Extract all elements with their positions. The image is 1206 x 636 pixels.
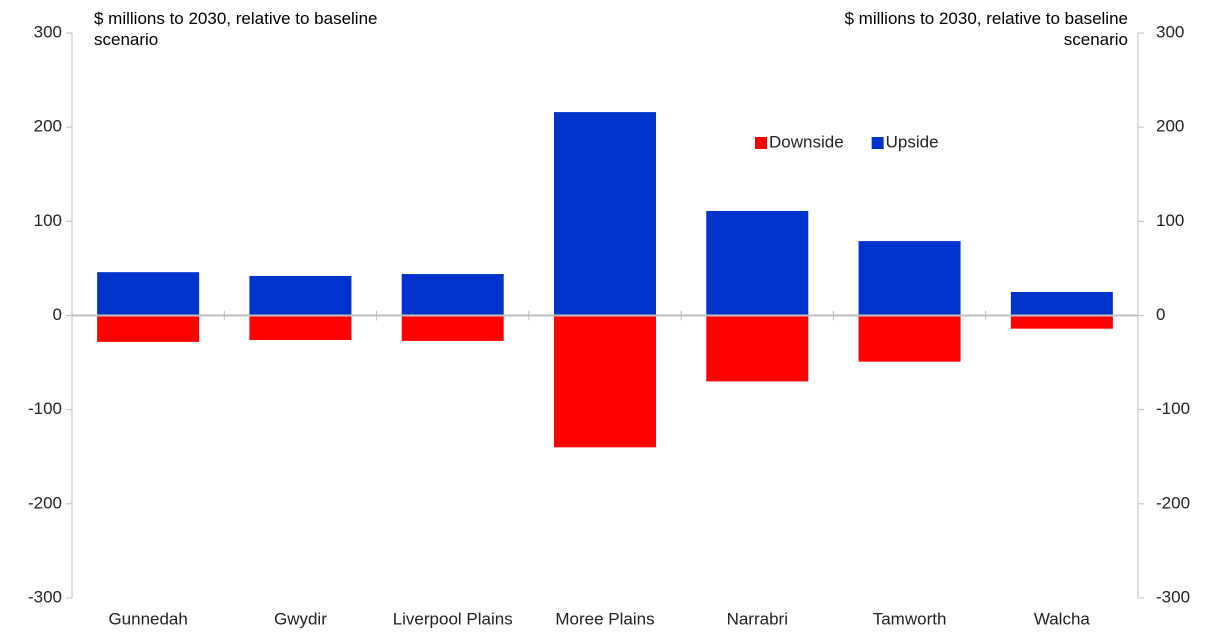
y2-tick-label: -100: [1156, 399, 1190, 418]
y2-tick-label: -200: [1156, 493, 1190, 512]
x-tick-label: Gunnedah: [108, 609, 187, 628]
y-tick-label: 100: [34, 211, 62, 230]
y2-tick-label: 0: [1156, 305, 1165, 324]
bar: [249, 315, 352, 340]
x-tick-label: Gwydir: [274, 609, 327, 628]
legend-label: Upside: [886, 132, 939, 151]
bar: [97, 315, 200, 342]
x-tick-label: Liverpool Plains: [393, 609, 513, 628]
bar: [1010, 291, 1113, 316]
y2-tick-label: 300: [1156, 22, 1184, 41]
y2-tick-label: 100: [1156, 211, 1184, 230]
y2-axis-label: $ millions to 2030, relative to baseline…: [844, 9, 1129, 49]
y-tick-label: 300: [34, 22, 62, 41]
legend-label: Downside: [769, 132, 844, 151]
bar: [554, 315, 656, 448]
y-tick-label: -300: [28, 587, 62, 606]
x-tick-label: Tamworth: [873, 609, 947, 628]
legend-swatch: [755, 137, 767, 149]
y-tick-label: -200: [28, 493, 62, 512]
y2-tick-label: -300: [1156, 587, 1190, 606]
bar: [706, 210, 809, 316]
y-tick-label: -100: [28, 399, 62, 418]
y-tick-label: 200: [34, 117, 62, 136]
x-tick-label: Narrabri: [727, 609, 788, 628]
bar: [1010, 315, 1113, 329]
y-axis-label: $ millions to 2030, relative to baseline…: [94, 9, 378, 49]
x-tick-label: Walcha: [1034, 609, 1091, 628]
bar: [401, 274, 504, 316]
bar: [706, 315, 809, 382]
bar: [554, 112, 656, 316]
y2-tick-label: 200: [1156, 117, 1184, 136]
y-tick-label: 0: [53, 305, 62, 324]
bar: [401, 315, 504, 341]
bar: [858, 241, 961, 316]
bar: [97, 272, 200, 316]
bar: [858, 315, 961, 362]
x-tick-label: Moree Plains: [555, 609, 654, 628]
bar: [249, 275, 352, 316]
legend-swatch: [871, 137, 884, 149]
